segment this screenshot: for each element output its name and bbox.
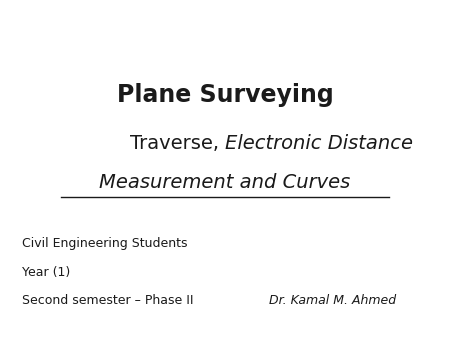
Text: Traverse,: Traverse, [130, 134, 225, 153]
Text: Plane Surveying: Plane Surveying [117, 82, 333, 107]
Text: Civil Engineering Students: Civil Engineering Students [22, 237, 188, 250]
Text: Second semester – Phase II: Second semester – Phase II [22, 294, 194, 307]
Text: Year (1): Year (1) [22, 266, 71, 279]
Text: Measurement and Curves: Measurement and Curves [99, 173, 351, 192]
Text: Electronic Distance: Electronic Distance [225, 134, 413, 153]
Text: Dr. Kamal M. Ahmed: Dr. Kamal M. Ahmed [269, 294, 396, 307]
